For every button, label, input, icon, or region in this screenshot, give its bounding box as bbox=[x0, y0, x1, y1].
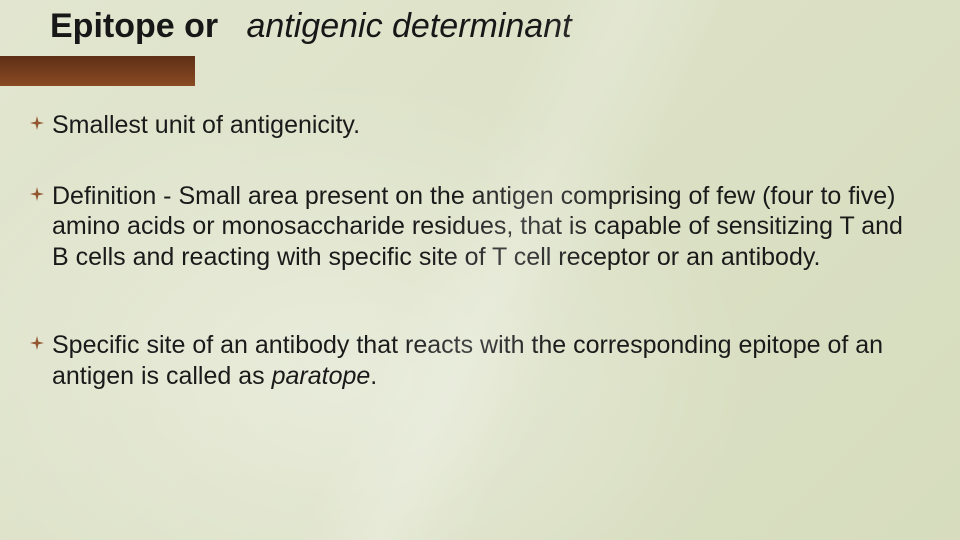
content-area: Smallest unit of antigenicity. Definitio… bbox=[30, 110, 920, 431]
title-italic-part: antigenic determinant bbox=[246, 7, 571, 45]
bullet-item: Definition - Small area present on the a… bbox=[30, 181, 920, 273]
slide-title: Epitope or antigenic determinant bbox=[50, 8, 920, 45]
bullet-text-emphasis: paratope bbox=[272, 362, 371, 390]
bullet-text-after: . bbox=[370, 362, 377, 390]
accent-bar bbox=[0, 56, 195, 86]
title-bold-part: Epitope or bbox=[50, 7, 218, 45]
bullet-item: Specific site of an antibody that reacts… bbox=[30, 330, 920, 391]
title-area: Epitope or antigenic determinant bbox=[50, 8, 920, 45]
slide: Epitope or antigenic determinant Smalles… bbox=[0, 0, 960, 540]
bullet-text: Smallest unit of antigenicity. bbox=[52, 111, 360, 139]
bullet-text: Definition - Small area present on the a… bbox=[52, 182, 903, 271]
bullet-text-before: Specific site of an antibody that reacts… bbox=[52, 331, 883, 390]
bullet-item: Smallest unit of antigenicity. bbox=[30, 110, 920, 141]
